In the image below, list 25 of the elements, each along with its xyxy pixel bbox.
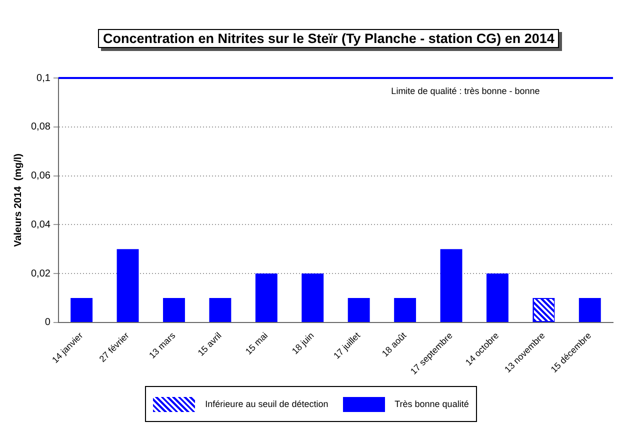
y-tick-label: 0,04 xyxy=(30,219,51,230)
ref-line-label: Limite de qualité : très bonne - bonne xyxy=(391,86,540,96)
bar xyxy=(116,249,139,322)
bar xyxy=(440,249,462,322)
bar xyxy=(209,298,232,322)
x-tick-label: 15 mai xyxy=(243,330,270,357)
y-tick-label: 0,06 xyxy=(30,170,51,182)
chart-title: Concentration en Nitrites sur le Steïr (Ty Planche - station CG) en 2014 xyxy=(98,29,560,48)
bar xyxy=(302,274,324,322)
y-axis-title: Valeurs 2014 (mg/l) xyxy=(12,154,24,247)
y-tick-label: 0,02 xyxy=(30,268,51,280)
bar xyxy=(394,298,416,322)
bar xyxy=(578,298,601,322)
bar xyxy=(486,274,508,322)
x-tick-label: 15 avril xyxy=(196,330,224,358)
legend-label: Très bonne qualité xyxy=(394,399,469,409)
bar xyxy=(163,298,185,322)
y-tick-label: 0,08 xyxy=(30,122,51,133)
bar xyxy=(348,298,370,322)
bar xyxy=(255,274,278,322)
y-tick-label: 0,1 xyxy=(36,72,51,84)
y-tick-label: 0 xyxy=(44,317,51,328)
bar xyxy=(70,298,93,322)
legend-label: Inférieure au seuil de détection xyxy=(205,399,328,409)
x-tick-label: 18 juin xyxy=(290,330,316,356)
